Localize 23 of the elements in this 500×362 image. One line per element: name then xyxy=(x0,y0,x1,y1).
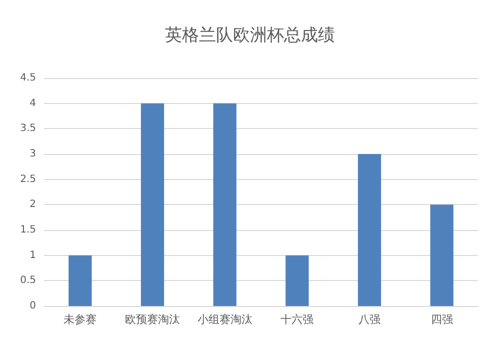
bar xyxy=(286,255,309,306)
y-tick-label: 1.5 xyxy=(20,224,36,236)
x-tick-label: 四强 xyxy=(430,313,453,326)
y-tick-label: 4.5 xyxy=(20,72,36,84)
y-tick-label: 2.5 xyxy=(20,174,36,185)
y-tick-label: 1 xyxy=(30,250,36,261)
y-tick-label: 4 xyxy=(30,98,36,109)
y-tick-label: 2 xyxy=(30,199,36,210)
bar xyxy=(68,255,92,306)
bar xyxy=(430,204,454,306)
x-tick-label: 八强 xyxy=(358,313,380,326)
chart-title: 英格兰队欧洲杯总成绩 xyxy=(165,26,335,46)
x-tick-label: 欧预赛淘汰 xyxy=(125,313,180,326)
bar xyxy=(140,103,164,306)
y-tick-label: 0 xyxy=(30,300,36,312)
y-tick-label: 3 xyxy=(30,148,36,160)
x-tick-label: 十六强 xyxy=(280,313,314,326)
bar xyxy=(213,103,236,306)
y-tick-label: 0.5 xyxy=(20,275,36,286)
bar xyxy=(358,154,382,306)
y-tick-label: 3.5 xyxy=(20,123,36,134)
x-tick-label: 未参赛 xyxy=(64,313,97,326)
x-tick-label: 小组赛淘汰 xyxy=(197,313,252,326)
